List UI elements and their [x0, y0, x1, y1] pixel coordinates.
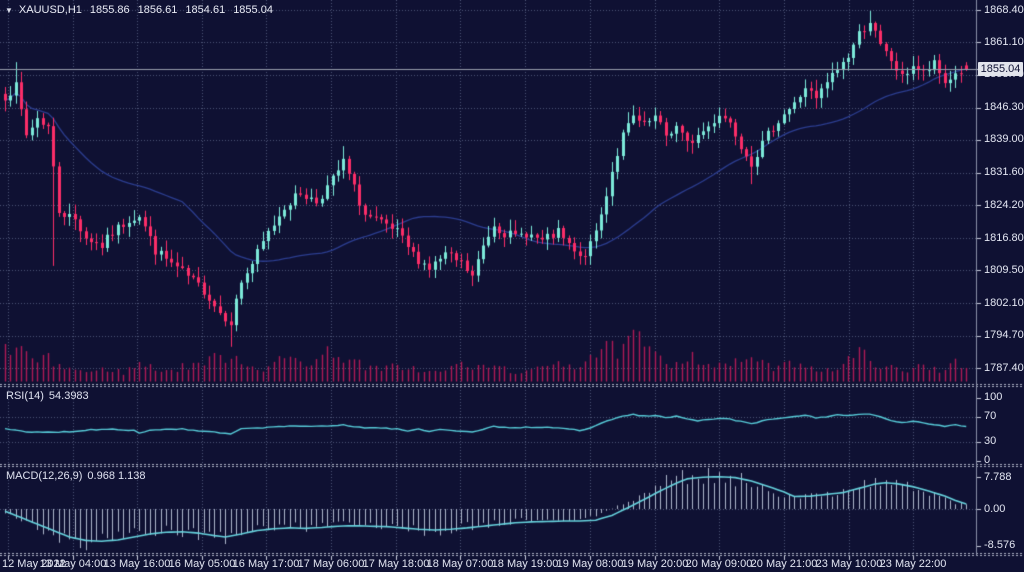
macd-tick-label: -8.576 — [984, 539, 1016, 552]
price-tick-label: 1824.20 — [984, 198, 1024, 211]
current-price-tag: 1855.04 — [978, 62, 1023, 77]
time-tick-label: 13 May 16:00 — [103, 558, 171, 570]
rsi-tick-label: 30 — [984, 435, 997, 448]
time-tick-label: 18 May 19:00 — [491, 558, 559, 570]
price-tick-label: 1831.60 — [984, 166, 1024, 179]
time-tick-label: 17 May 18:00 — [362, 558, 430, 570]
symbol-label: XAUUSD,H1 — [18, 4, 82, 16]
macd-tick-label: 0.00 — [984, 502, 1006, 515]
time-tick-label: 13 May 04:00 — [39, 558, 107, 570]
time-tick-label: 23 May 10:00 — [815, 558, 883, 570]
price-tick-label: 1802.10 — [984, 296, 1024, 309]
price-tick-label: 1816.80 — [984, 231, 1024, 244]
time-tick-label: 12 May 2022 — [2, 558, 66, 570]
macd-name: MACD(12,26,9) — [6, 470, 83, 482]
price-tick-label: 1868.40 — [984, 3, 1024, 16]
time-tick-label: 23 May 22:00 — [879, 558, 947, 570]
price-tick-label: 1861.10 — [984, 35, 1024, 48]
rsi-value: 54.3983 — [48, 390, 89, 402]
rsi-indicator-label: RSI(14) 54.3983 — [6, 390, 89, 402]
price-tick-label: 1839.00 — [984, 133, 1024, 146]
macd-indicator-label: MACD(12,26,9) 0.968 1.138 — [6, 470, 146, 482]
time-tick-label: 17 May 06:00 — [297, 558, 365, 570]
rsi-name: RSI(14) — [6, 390, 44, 402]
price-tick-label: 1794.70 — [984, 329, 1024, 342]
bar-low-value: 1854.61 — [185, 4, 226, 16]
bar-open-value: 1855.86 — [89, 4, 130, 16]
rsi-tick-label: 100 — [984, 391, 1003, 404]
symbol-dropdown-icon[interactable]: ▼ — [5, 6, 13, 15]
macd-values: 0.968 1.138 — [87, 470, 146, 482]
rsi-tick-label: 0 — [984, 454, 991, 466]
time-tick-label: 19 May 20:00 — [621, 558, 689, 570]
time-tick-label: 16 May 17:00 — [232, 558, 300, 570]
bar-close-value: 1855.04 — [233, 4, 273, 16]
price-tick-label: 1846.30 — [984, 101, 1024, 114]
price-tick-label: 1809.50 — [984, 263, 1024, 276]
price-tick-label: 1787.40 — [984, 361, 1024, 374]
time-tick-label: 16 May 05:00 — [168, 558, 236, 570]
time-tick-label: 20 May 21:00 — [750, 558, 818, 570]
rsi-tick-label: 70 — [984, 410, 997, 423]
time-tick-label: 20 May 09:00 — [685, 558, 753, 570]
macd-tick-label: 7.788 — [984, 470, 1012, 483]
bar-high-value: 1856.61 — [137, 4, 178, 16]
time-tick-label: 18 May 07:00 — [426, 558, 494, 570]
time-tick-label: 19 May 08:00 — [556, 558, 624, 570]
chart-header: ▼ XAUUSD,H1 1855.86 1856.61 1854.61 1855… — [5, 4, 273, 17]
